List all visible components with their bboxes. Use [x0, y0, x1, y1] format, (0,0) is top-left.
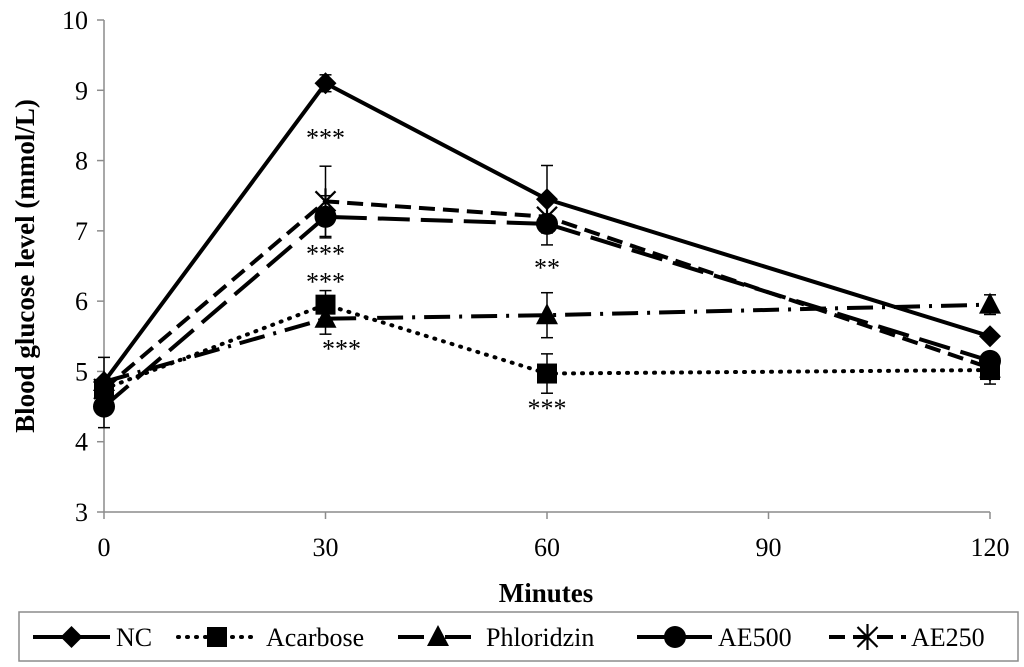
y-tick-label: 6: [75, 287, 88, 316]
legend-marker-phloridzin: [427, 625, 449, 646]
legend-label-ae500: AE500: [718, 623, 792, 652]
marker-ae500: [93, 395, 115, 418]
y-tick-label: 9: [75, 76, 88, 105]
significance-label: ***: [528, 394, 567, 423]
significance-label: ***: [322, 334, 361, 363]
marker-nc: [314, 72, 337, 95]
significance-label: ***: [306, 124, 345, 153]
y-tick-label: 3: [75, 498, 88, 527]
series-lines: [102, 81, 992, 409]
series-markers: [93, 72, 1001, 418]
x-tick-label: 0: [98, 533, 111, 562]
y-tick-label: 10: [62, 6, 88, 35]
legend: NC Acarbose Phloridzin AE500 AE250: [18, 611, 1019, 662]
legend-marker-acarbose: [207, 627, 227, 647]
significance-label: ***: [306, 268, 345, 297]
marker-acarbose: [315, 294, 336, 315]
marker-phloridzin: [979, 292, 1001, 314]
marker-ae500: [314, 205, 337, 228]
legend-marker-ae500: [664, 626, 686, 648]
x-tick-label: 120: [971, 533, 1010, 562]
y-tick-label: 7: [75, 217, 88, 246]
x-axis-title: Minutes: [499, 578, 594, 608]
series-line-phloridzin: [103, 302, 991, 384]
series-line-acarbose: [102, 302, 992, 391]
significance-label: **: [534, 254, 560, 283]
legend-marker-nc: [60, 626, 83, 648]
series-line-ae250: [102, 199, 991, 391]
legend-marker-ae250: [856, 624, 879, 650]
x-tick-label: 60: [534, 533, 560, 562]
marker-ae250: [979, 354, 1001, 381]
y-tick-label: 8: [75, 147, 88, 176]
marker-ae250: [536, 203, 558, 230]
legend-label-phloridzin: Phloridzin: [486, 623, 594, 652]
marker-phloridzin: [536, 303, 558, 325]
marker-phloridzin: [314, 306, 337, 328]
legend-label-ae250: AE250: [911, 623, 985, 652]
significance-annotations: *****************: [306, 124, 567, 424]
x-tick-label: 30: [313, 533, 339, 562]
marker-nc: [979, 325, 1001, 348]
y-axis-title: Blood glucose level (mmol/L): [10, 99, 40, 433]
x-tick-label: 90: [756, 533, 782, 562]
tick-labels: 3 4 5 6 7 8 9 10 0 30 60 90 120: [62, 6, 1010, 562]
legend-label-acarbose: Acarbose: [266, 623, 364, 652]
marker-ae250: [314, 188, 337, 215]
marker-nc: [536, 188, 558, 211]
marker-acarbose: [537, 363, 557, 384]
axes: [97, 19, 991, 519]
y-tick-label: 5: [75, 357, 88, 386]
marker-ae250: [93, 376, 115, 402]
y-tick-label: 4: [75, 428, 88, 457]
significance-label: ***: [306, 239, 345, 268]
legend-label-nc: NC: [116, 623, 152, 652]
series-line-nc: [102, 81, 991, 384]
